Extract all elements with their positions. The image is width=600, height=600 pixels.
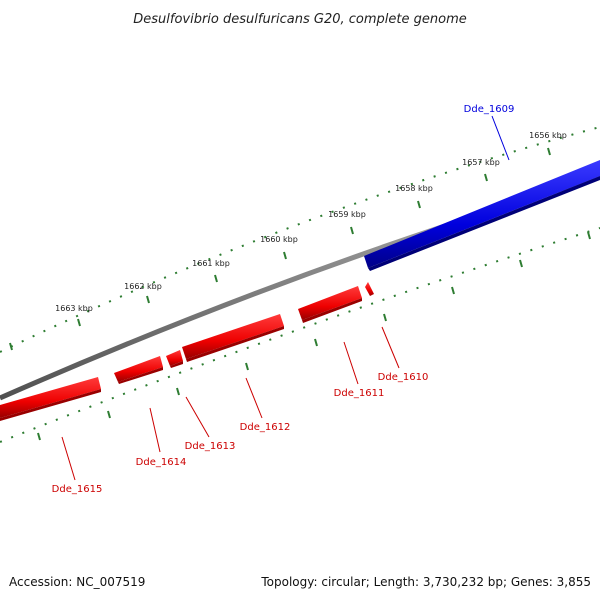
scale-label: 1660 kbp	[260, 235, 298, 244]
gene-label-dde-1610[interactable]: Dde_1610	[378, 372, 429, 383]
gene-dde-1609[interactable]	[364, 160, 600, 271]
gene-dde-1614[interactable]	[114, 356, 163, 384]
map-title: Desulfovibrio desulfuricans G20, complet…	[133, 12, 467, 27]
reverse-tick-track	[0, 227, 600, 443]
scale-label: 1658 kbp	[395, 184, 433, 193]
forward-major-ticks	[9, 147, 551, 351]
genome-info-text: Topology: circular; Length: 3,730,232 bp…	[260, 575, 591, 589]
scale-labels: 1656 kbp 1657 kbp 1658 kbp 1659 kbp 1660…	[55, 131, 567, 313]
scale-label: 1657 kbp	[462, 158, 500, 167]
accession-text: Accession: NC_007519	[9, 575, 145, 589]
gene-label-dde-1609[interactable]: Dde_1609	[464, 104, 515, 115]
scale-label: 1662 kbp	[124, 282, 162, 291]
gene-dde-1611[interactable]	[298, 286, 362, 323]
gene-label-dde-1614[interactable]: Dde_1614	[136, 457, 187, 468]
scale-label: 1663 kbp	[55, 304, 93, 313]
gene-label-leaders	[61, 115, 510, 481]
gene-label-dde-1612[interactable]: Dde_1612	[240, 422, 291, 433]
reverse-major-ticks	[37, 231, 591, 441]
forward-tick-track	[0, 126, 600, 353]
gene-dde-1613[interactable]	[166, 350, 183, 368]
scale-label: 1659 kbp	[328, 210, 366, 219]
gene-dde-1610[interactable]	[365, 282, 374, 296]
scale-label: 1661 kbp	[192, 259, 230, 268]
gene-dde-1612[interactable]	[182, 314, 284, 362]
gene-label-dde-1611[interactable]: Dde_1611	[334, 388, 385, 399]
gene-label-dde-1615[interactable]: Dde_1615	[52, 484, 103, 495]
gene-dde-1615[interactable]	[0, 377, 101, 421]
gene-label-dde-1613[interactable]: Dde_1613	[185, 441, 236, 452]
scale-label: 1656 kbp	[529, 131, 567, 140]
